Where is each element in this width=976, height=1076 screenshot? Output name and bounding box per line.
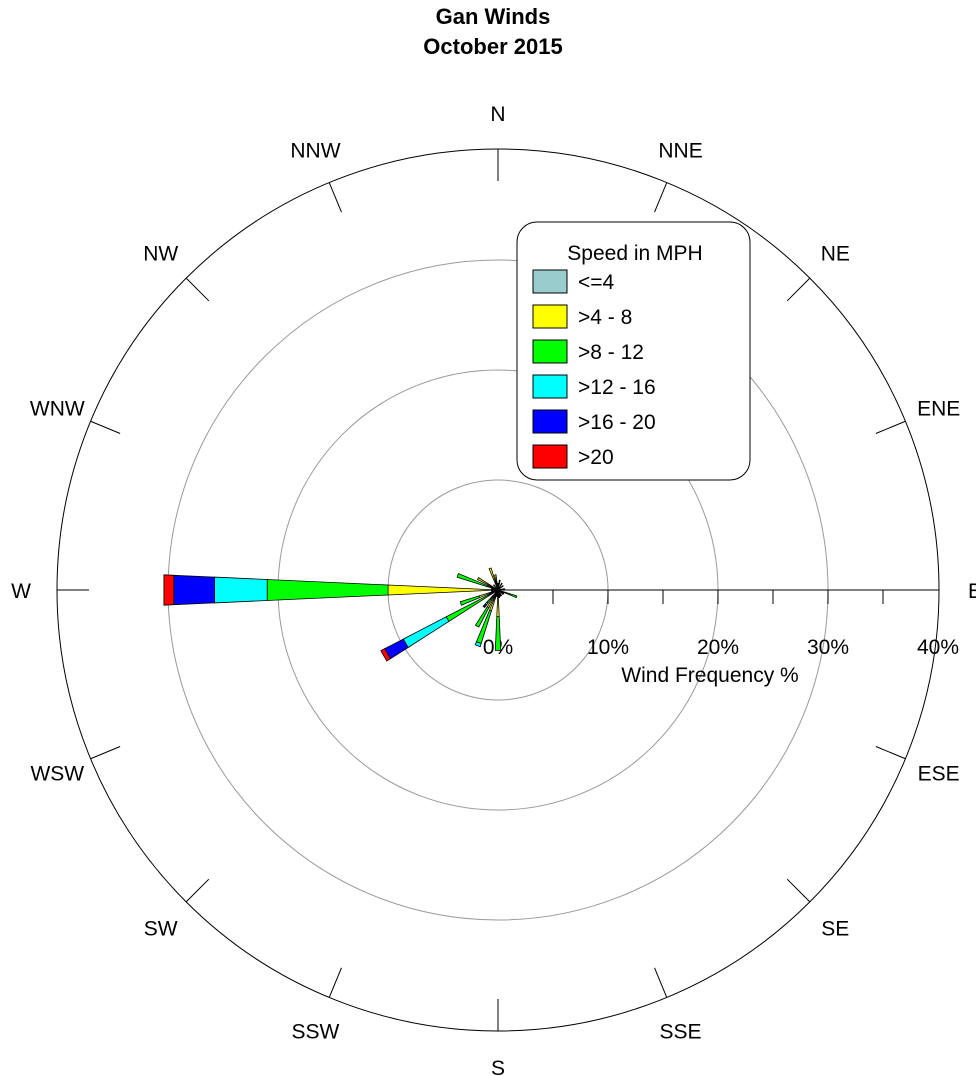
radial-axis: 0%10%20%30%40% <box>483 589 959 659</box>
legend-swatch <box>532 409 568 434</box>
chart-subtitle: October 2015 <box>423 34 562 59</box>
wind-petal-segment <box>494 616 502 651</box>
direction-ticks: N NNE NE ENE E ESE SE SSE S SSW SW WSW W WNW NW NNW <box>11 103 976 1076</box>
direction-label-nne: NNE <box>658 139 702 162</box>
direction-label-ssw: SSW <box>292 1021 340 1044</box>
wind-petal-segment <box>497 579 501 591</box>
legend-box <box>516 221 751 481</box>
wind-petal-segment <box>497 589 504 596</box>
legend-swatch <box>532 374 568 399</box>
direction-label-n: N <box>490 103 505 126</box>
direction-tick <box>875 746 906 760</box>
wind-petal-segment <box>173 574 215 606</box>
direction-label-ese: ESE <box>918 763 960 786</box>
direction-label-sw: SW <box>144 917 178 940</box>
radial-tick-label: 40% <box>917 636 959 659</box>
direction-label-nw: NW <box>143 243 178 266</box>
direction-label-ne: NE <box>821 243 850 266</box>
wind-petal-segment <box>474 641 482 648</box>
wind-petal-segment <box>163 574 175 606</box>
legend-label: >20 <box>578 446 614 469</box>
wind-petal-segment <box>494 574 499 591</box>
direction-label-e: E <box>968 580 976 603</box>
radial-tick-label: 30% <box>807 636 849 659</box>
legend-swatch <box>532 304 568 329</box>
legend-swatch <box>532 269 568 294</box>
direction-tick <box>654 967 668 998</box>
wind-petal-segment <box>459 595 481 606</box>
wind-petal-segment <box>492 584 499 591</box>
legend-label: >8 - 12 <box>578 341 644 364</box>
direction-tick <box>328 967 342 998</box>
direction-tick <box>786 878 811 903</box>
direction-label-sse: SSE <box>660 1021 702 1044</box>
legend: Speed in MPH <=4 >4 - 8 >8 - 12 >12 - 16 >16… <box>516 221 751 481</box>
wind-petal-segment <box>497 588 505 591</box>
direction-label-nnw: NNW <box>290 139 340 162</box>
wind-petal-segment <box>508 593 518 599</box>
radial-tick-label: 20% <box>697 636 739 659</box>
wind-petal-segment <box>387 584 499 596</box>
direction-tick <box>185 277 210 302</box>
wind-petal-segment <box>488 567 499 591</box>
legend-swatch <box>532 339 568 364</box>
legend-label: <=4 <box>578 271 615 294</box>
wind-petal-segment <box>497 584 504 591</box>
direction-tick <box>90 746 121 760</box>
radial-tick-label: 10% <box>587 636 629 659</box>
wind-petal-segment <box>380 648 392 662</box>
direction-label-w: W <box>11 580 31 603</box>
direction-label-s: S <box>491 1057 505 1076</box>
wind-petal-segment <box>482 604 486 609</box>
direction-label-wnw: WNW <box>30 397 85 420</box>
wind-petal-segment <box>476 577 499 591</box>
wind-petal-segment <box>214 576 268 604</box>
wind-petal-segment <box>474 606 490 628</box>
legend-label: >4 - 8 <box>578 306 632 329</box>
direction-tick <box>185 878 210 903</box>
wind-petal-segment <box>266 579 389 601</box>
legend-title: Speed in MPH <box>567 242 702 265</box>
direction-tick <box>654 182 668 213</box>
radial-axis-title: Wind Frequency % <box>621 664 798 687</box>
direction-tick <box>786 277 811 302</box>
direction-tick <box>875 420 906 434</box>
legend-swatch <box>532 444 568 469</box>
direction-label-ene: ENE <box>917 397 960 420</box>
wind-petals <box>163 567 518 662</box>
legend-label: >12 - 16 <box>578 376 656 399</box>
legend-label: >16 - 20 <box>578 411 656 434</box>
chart-title: Gan Winds <box>436 4 551 29</box>
direction-label-se: SE <box>821 917 849 940</box>
direction-tick <box>90 420 121 434</box>
wind-petal-segment <box>402 616 450 649</box>
direction-label-wsw: WSW <box>30 763 84 786</box>
direction-tick <box>328 182 342 213</box>
wind-petal-segment <box>456 572 489 588</box>
wind-petal-segment <box>497 582 503 591</box>
